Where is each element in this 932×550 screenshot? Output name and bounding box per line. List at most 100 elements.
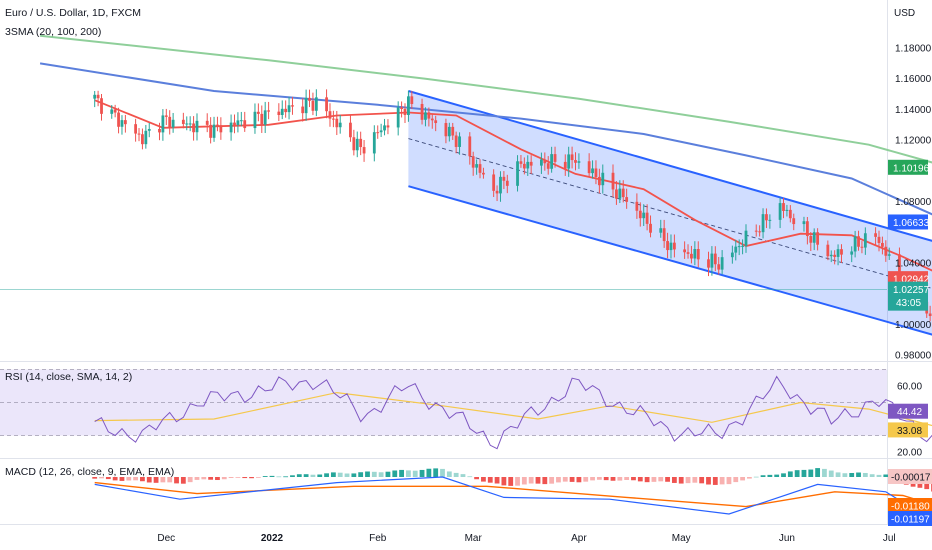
candle-body — [587, 161, 591, 174]
candle-body — [522, 163, 526, 169]
candle-body — [782, 203, 785, 211]
macd-histogram-bar — [569, 477, 575, 482]
candle-body — [887, 254, 891, 256]
candle-body — [642, 212, 646, 219]
candle-body — [308, 97, 311, 101]
macd-histogram-bar — [787, 471, 793, 477]
candle-body — [427, 112, 431, 119]
macd-histogram-bar — [337, 472, 343, 477]
candle-body — [444, 123, 448, 137]
candle-body — [505, 180, 509, 186]
candle-body — [635, 201, 639, 211]
price-axis-tick: 0.98000 — [895, 351, 932, 362]
regression-channel[interactable] — [408, 90, 932, 343]
candle-body — [216, 124, 219, 126]
candle-body — [594, 168, 598, 177]
rsi-pane[interactable] — [0, 369, 932, 450]
macd-histogram-bar — [249, 477, 254, 479]
macd-histogram-bar — [883, 474, 889, 477]
macd-histogram-bar — [92, 477, 98, 479]
macd-histogram-bar — [433, 468, 439, 477]
macd-histogram-bar — [494, 477, 500, 484]
macd-histogram-bar — [501, 477, 507, 486]
candle-body — [645, 212, 649, 224]
candle-body — [829, 254, 833, 257]
candle-body — [563, 161, 567, 169]
candle-body — [857, 236, 860, 247]
indicator-title-rsi[interactable]: RSI (14, close, SMA, 14, 2) — [5, 371, 132, 383]
time-axis[interactable]: Dec2022FebMarAprMayJunJulAug — [157, 533, 932, 544]
candle-body — [188, 123, 192, 125]
currency-label: USD — [894, 8, 915, 19]
rsi-axis-tick: 60.00 — [897, 382, 922, 393]
candle-body — [328, 111, 332, 119]
candle-body — [212, 124, 216, 138]
channel-lower-line[interactable] — [408, 185, 932, 343]
symbol-title[interactable]: Euro / U.S. Dollar, 1D, FXCM — [5, 7, 141, 19]
candle-body — [430, 118, 434, 121]
macd-histogram-bar — [644, 477, 650, 483]
macd-histogram-bar — [180, 477, 186, 484]
candle-body — [720, 257, 724, 270]
candle-body — [100, 98, 103, 114]
macd-histogram-bar — [201, 477, 207, 480]
macd-histogram-bar — [685, 477, 691, 484]
candle-body — [778, 203, 782, 220]
indicator-title-3sma[interactable]: 3SMA (20, 100, 200) — [5, 26, 101, 38]
macd-histogram-bar — [467, 476, 473, 478]
macd-histogram-bar — [487, 477, 493, 483]
macd-histogram-bar — [801, 469, 807, 477]
candle-body — [737, 246, 741, 248]
candle-body — [874, 233, 877, 237]
candle-body — [352, 137, 356, 151]
macd-histogram-bar — [371, 471, 377, 477]
candle-body — [526, 161, 530, 169]
macd-histogram-bar — [453, 472, 459, 477]
macd-histogram-bar — [174, 477, 179, 484]
macd-histogram-bar — [317, 474, 323, 477]
candle-body — [424, 112, 427, 120]
price-tag-label: 1.02942 — [893, 275, 930, 286]
time-axis-tick: Mar — [465, 533, 483, 544]
channel-middle-line[interactable] — [408, 138, 932, 297]
time-axis-tick: Apr — [571, 533, 587, 544]
candle-body — [809, 236, 813, 243]
price-axis[interactable]: 1.18000 1.16000 1.14000 1.12000 1.10196 1.080… — [888, 44, 932, 527]
price-tag-bg — [888, 281, 928, 311]
macd-histogram-bar — [767, 474, 773, 477]
candle-body — [853, 236, 857, 252]
indicator-title-macd[interactable]: MACD (12, 26, close, 9, EMA, EMA) — [5, 466, 174, 478]
price-pane[interactable] — [0, 34, 932, 343]
candle-body — [311, 100, 315, 111]
time-axis-tick: May — [672, 533, 691, 544]
candle-body — [611, 172, 615, 190]
rsi-tag-label: 33.08 — [897, 426, 922, 437]
candle-body — [171, 119, 175, 128]
price-tag-bg — [888, 159, 928, 175]
candle-body — [451, 126, 455, 136]
candle-body — [396, 107, 400, 128]
macd-histogram-bar — [665, 477, 670, 482]
macd-histogram-bar — [303, 474, 309, 477]
candle-body — [717, 264, 721, 270]
candle-body — [478, 164, 482, 173]
candle-body — [601, 172, 605, 186]
macd-histogram-bar — [822, 468, 827, 477]
candle-body — [805, 221, 809, 237]
candle-body — [379, 130, 383, 133]
macd-histogram-bar — [406, 470, 411, 477]
candle-body — [758, 231, 762, 233]
candle-body — [840, 249, 843, 255]
candle-body — [219, 125, 223, 133]
candle-body — [458, 136, 461, 147]
macd-histogram-bar — [208, 477, 214, 480]
macd-histogram-bar — [474, 477, 480, 480]
candle-body — [325, 97, 328, 112]
candle-body — [662, 228, 666, 242]
sma-200-line — [39, 34, 932, 164]
candle-body — [338, 122, 342, 128]
candle-body — [707, 259, 710, 268]
candle-body — [502, 176, 506, 181]
candle-body — [420, 103, 424, 120]
